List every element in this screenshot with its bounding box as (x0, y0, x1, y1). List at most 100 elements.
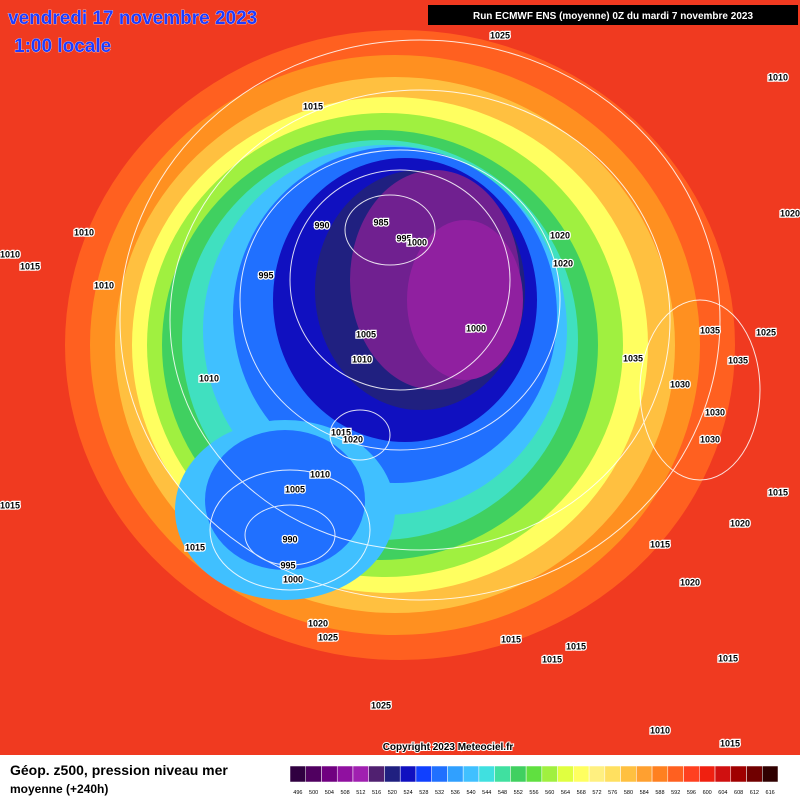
field-contour (407, 220, 523, 380)
isobar-label: 1025 (318, 632, 338, 642)
geopotential-field (65, 30, 735, 660)
isobar-label: 1015 (542, 654, 562, 664)
colorbar-tick: 608 (734, 790, 743, 796)
isobar-label: 1015 (20, 261, 40, 271)
isobar-label: 1010 (310, 469, 330, 479)
colorbar-tick: 560 (545, 790, 554, 796)
colorbar-cell (667, 765, 684, 783)
isobars (119, 39, 761, 601)
field-contour (205, 430, 365, 570)
colorbar-tick: 564 (561, 790, 570, 796)
colorbar-cell (368, 765, 385, 783)
colorbar: 496 500 504 508 512 516 520 524 528 532 536 540 544 5… (289, 765, 779, 796)
colorbar-cell (399, 765, 417, 783)
isobar-label: 1010 (768, 72, 788, 82)
colorbar-cell (352, 765, 369, 783)
colorbar-cell (636, 765, 653, 783)
colorbar-tick: 612 (750, 790, 759, 796)
colorbar-cell (557, 765, 574, 783)
isobar-label: 1005 (285, 484, 305, 494)
isobar-label: 1035 (623, 353, 643, 363)
colorbar-tick: 568 (577, 790, 586, 796)
isobar-label: 1010 (199, 373, 219, 383)
colorbar-cell (746, 765, 763, 783)
isobar-label: 1015 (718, 653, 738, 663)
colorbar-tick: 548 (498, 790, 507, 796)
isobar-label: 1025 (490, 30, 510, 40)
colorbar-tick: 600 (703, 790, 712, 796)
colorbar-tick: 616 (766, 790, 775, 796)
isobar-label: 1010 (74, 227, 94, 237)
isobar-label: 1015 (566, 641, 586, 651)
isobar-label: 990 (314, 220, 329, 230)
isobar-label: 1025 (371, 700, 391, 710)
colorbar-tick: 584 (640, 790, 649, 796)
colorbar-tick: 596 (687, 790, 696, 796)
isobar-label: 1015 (303, 101, 323, 111)
legend-subtitle: moyenne (+240h) (10, 782, 108, 796)
colorbar-cell (588, 765, 606, 783)
colorbar-cell (494, 765, 511, 783)
isobar-label: 1030 (700, 434, 720, 444)
isobar-label: 1010 (352, 354, 372, 364)
isobar-label: 1015 (331, 427, 351, 437)
colorbar-tick: 556 (529, 790, 538, 796)
colorbar-tick: 576 (608, 790, 617, 796)
isobar-label: 1010 (650, 725, 670, 735)
colorbar-cell (541, 765, 558, 783)
colorbar-tick: 520 (388, 790, 397, 796)
isobar-label: 995 (258, 270, 273, 280)
colorbar-cell (714, 765, 732, 783)
isobar-label: 1015 (185, 542, 205, 552)
colorbar-cell (651, 765, 669, 783)
colorbar-tick: 604 (718, 790, 727, 796)
colorbar-cell (336, 765, 354, 783)
isobar-label: 1000 (407, 237, 427, 247)
colorbar-cell (604, 765, 621, 783)
colorbar-cell (289, 765, 306, 783)
isobar-label: 1035 (728, 355, 748, 365)
isobar-label: 1015 (501, 634, 521, 644)
isobar-label: 1020 (730, 518, 750, 528)
colorbar-tick: 496 (293, 790, 302, 796)
isobar-label: 985 (373, 217, 388, 227)
colorbar-cell (510, 765, 527, 783)
isobar-label: 1020 (343, 434, 363, 444)
colorbar-cell (305, 765, 322, 783)
colorbar-cell (447, 765, 464, 783)
colorbar-tick: 500 (309, 790, 318, 796)
colorbar-cell (620, 765, 637, 783)
run-box (428, 5, 798, 25)
run-info: Run ECMWF ENS (moyenne) 0Z du mardi 7 no… (473, 11, 753, 22)
isobar-label: 1005 (356, 329, 376, 339)
isobar-label: 1010 (0, 249, 20, 259)
colorbar-tick: 540 (466, 790, 475, 796)
isobar-label: 1015 (768, 487, 788, 497)
colorbar-cell (573, 765, 590, 783)
colorbar-tick: 536 (451, 790, 460, 796)
colorbar-tick: 532 (435, 790, 444, 796)
copyright: Copyright 2023 Meteociel.fr (383, 742, 514, 753)
isobar-label: 1020 (553, 258, 573, 268)
isobar-label: 1030 (705, 407, 725, 417)
isobar-label: 1020 (550, 230, 570, 240)
date: vendredi 17 novembre 2023 (8, 8, 257, 29)
colorbar-cell (462, 765, 480, 783)
colorbar-cell (730, 765, 747, 783)
isobar-label: 1020 (780, 208, 800, 218)
colorbar-cell (762, 765, 779, 783)
isobar-label: 1020 (680, 577, 700, 587)
colorbar-cell (384, 765, 401, 783)
isobar-label: 1000 (466, 323, 486, 333)
colorbar-tick: 544 (482, 790, 491, 796)
isobar-label: 1030 (670, 379, 690, 389)
colorbar-cell (525, 765, 543, 783)
colorbar-tick: 508 (341, 790, 350, 796)
isobar-label: 1000 (283, 574, 303, 584)
colorbar-tick: 592 (671, 790, 680, 796)
colorbar-tick: 516 (372, 790, 381, 796)
colorbar-cell (431, 765, 448, 783)
isobar-label: 1035 (700, 325, 720, 335)
